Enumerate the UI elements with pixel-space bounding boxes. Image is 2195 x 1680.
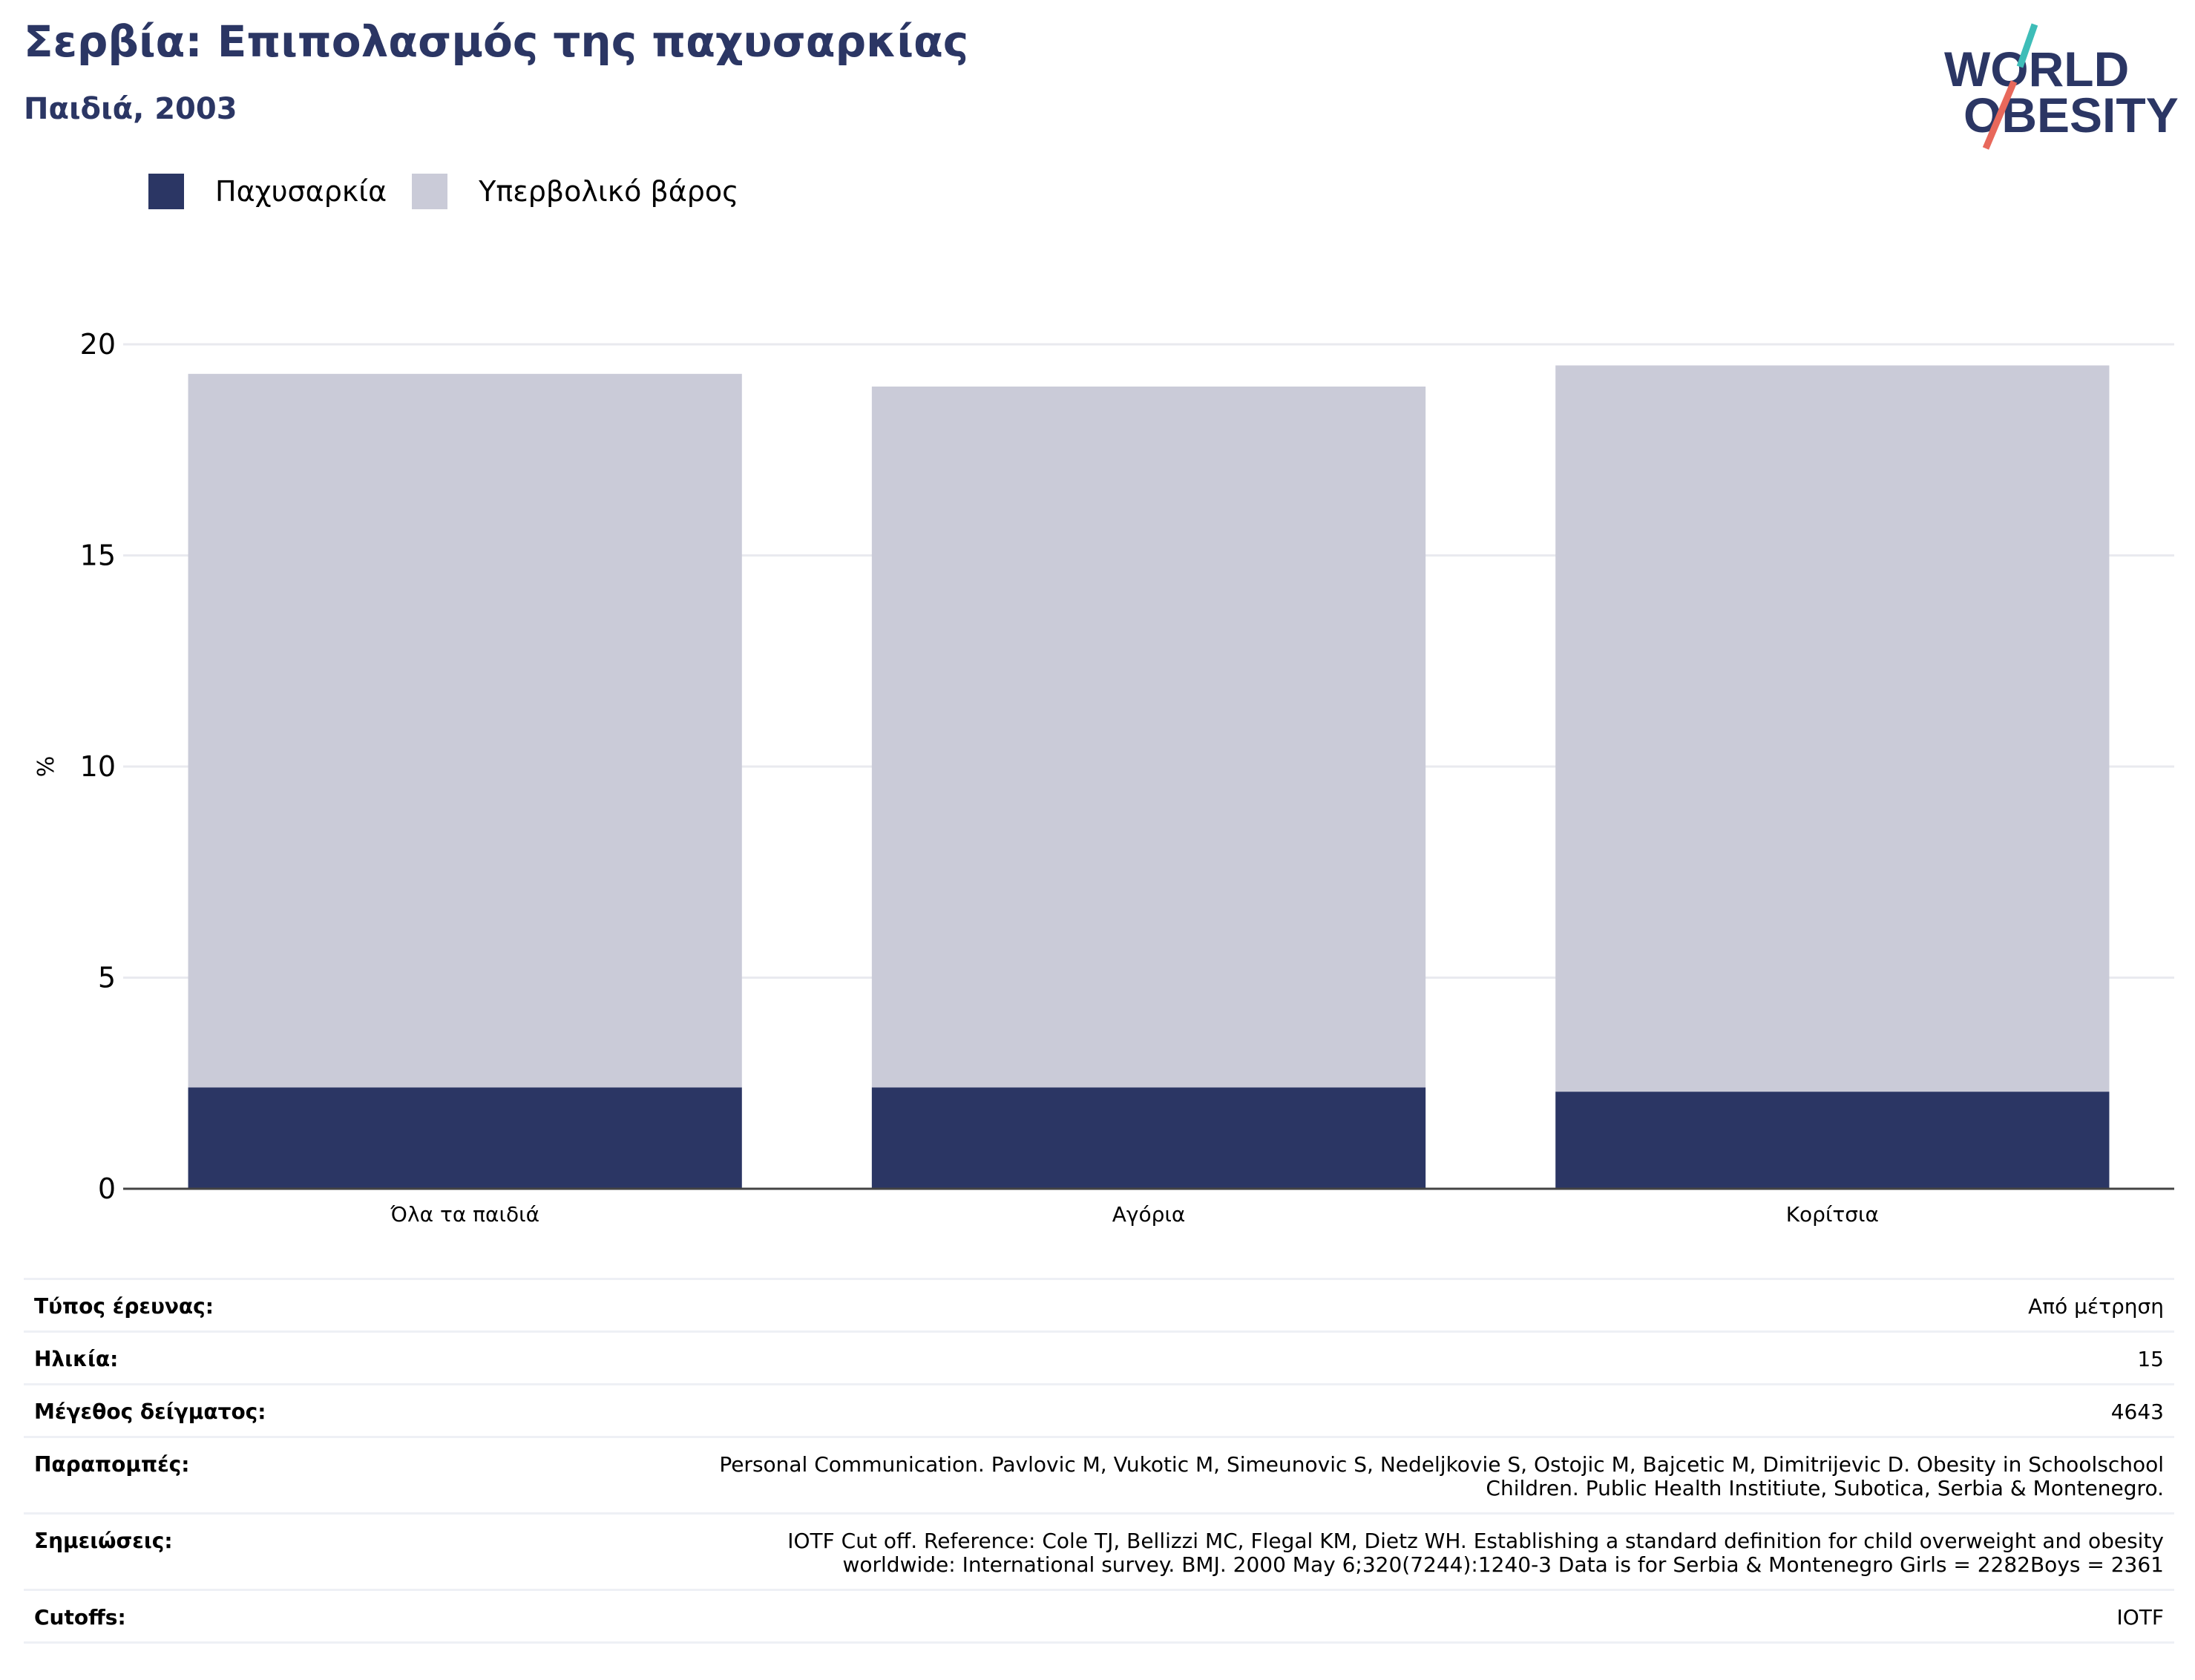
info-value: 4643 — [490, 1385, 2174, 1437]
info-key: Σημειώσεις: — [34, 1529, 173, 1553]
info-value-line: 4643 — [2110, 1400, 2164, 1424]
info-value-line: IOTF — [2116, 1605, 2164, 1630]
y-tick-label: 10 — [80, 750, 116, 783]
logo-coral-stroke — [1982, 80, 2018, 150]
info-value: Από μέτρηση — [490, 1279, 2174, 1332]
y-tick-label: 20 — [80, 328, 116, 361]
info-row: Παραπομπές: Personal Communication. Pavlo… — [24, 1437, 2174, 1514]
info-value: IOTF — [490, 1590, 2174, 1643]
bar-chart: 0 5 10 15 20% Όλα τα παιδιά Αγόρια Κορίτσια — [33, 328, 2174, 1227]
info-value-line: IOTF Cut off. Reference: Cole TJ, Belliz… — [787, 1529, 2164, 1553]
legend-swatch-overweight — [412, 174, 448, 209]
info-value-line: 15 — [2137, 1347, 2164, 1371]
y-tick-label: 15 — [80, 539, 116, 572]
info-key: Παραπομπές: — [34, 1452, 190, 1477]
info-row: Μέγεθος δείγματος: 4643 — [24, 1384, 2174, 1437]
info-value-line: Από μέτρηση — [2028, 1294, 2164, 1319]
bar-overweight — [871, 386, 1426, 1088]
info-value: Personal Communication. Pavlovic M, Vuko… — [490, 1437, 2174, 1514]
info-row: Σημειώσεις: IOTF Cut off. Reference: Cole… — [24, 1513, 2174, 1590]
x-tick-label: Αγόρια — [1112, 1202, 1186, 1227]
chart-subtitle: Παιδιά, 2003 — [24, 92, 237, 126]
x-tick-label: Κορίτσια — [1786, 1202, 1879, 1227]
logo-line-1: WORLD — [1944, 42, 2129, 96]
bar-obesity — [1555, 1092, 2110, 1189]
logo-teal-stroke — [2016, 23, 2038, 68]
bar-obesity — [871, 1087, 1426, 1189]
world-obesity-logo: WORLD OBESITY — [1944, 23, 2179, 150]
legend-label-obesity: Παχυσαρκία — [215, 175, 387, 208]
bar-obesity — [188, 1087, 742, 1189]
y-tick-label: 5 — [98, 962, 116, 994]
legend-swatch-obesity — [148, 174, 184, 209]
chart-title: Σερβία: Επιπολασμός της παχυσαρκίας — [24, 16, 969, 67]
logo-line-2: OBESITY — [1963, 88, 2179, 142]
info-key: Μέγεθος δείγματος: — [34, 1400, 266, 1424]
info-key: Cutoffs: — [34, 1605, 126, 1630]
bar-overweight — [1555, 365, 2110, 1092]
legend: Παχυσαρκία Υπερβολικό βάρος — [148, 169, 764, 214]
info-key: Ηλικία: — [34, 1347, 119, 1371]
info-value: IOTF Cut off. Reference: Cole TJ, Belliz… — [490, 1514, 2174, 1590]
info-value-line: Personal Communication. Pavlovic M, Vuko… — [719, 1452, 2164, 1477]
legend-label-overweight: Υπερβολικό βάρος — [479, 175, 739, 208]
y-tick-label: 0 — [98, 1172, 116, 1205]
bar-overweight — [188, 373, 742, 1088]
info-row: Cutoffs: IOTF — [24, 1589, 2174, 1643]
x-tick-label: Όλα τα παιδιά — [390, 1202, 539, 1227]
info-value: 15 — [490, 1332, 2174, 1385]
info-value-line: Children. Public Health Institiute, Subo… — [1486, 1476, 2164, 1500]
info-row: Ηλικία: 15 — [24, 1331, 2174, 1385]
info-value-line: worldwide: International survey. BMJ. 20… — [842, 1552, 2164, 1577]
legend-item-obesity[interactable]: Παχυσαρκία — [148, 174, 387, 209]
survey-info-table: Τύπος έρευνας: Από μέτρηση Ηλικία: 15 Μέγεθο… — [24, 1278, 2174, 1644]
info-row: Τύπος έρευνας: Από μέτρηση — [24, 1279, 2174, 1332]
info-key: Τύπος έρευνας: — [34, 1294, 214, 1319]
legend-item-overweight[interactable]: Υπερβολικό βάρος — [412, 174, 738, 209]
y-axis-label: % — [33, 756, 59, 778]
